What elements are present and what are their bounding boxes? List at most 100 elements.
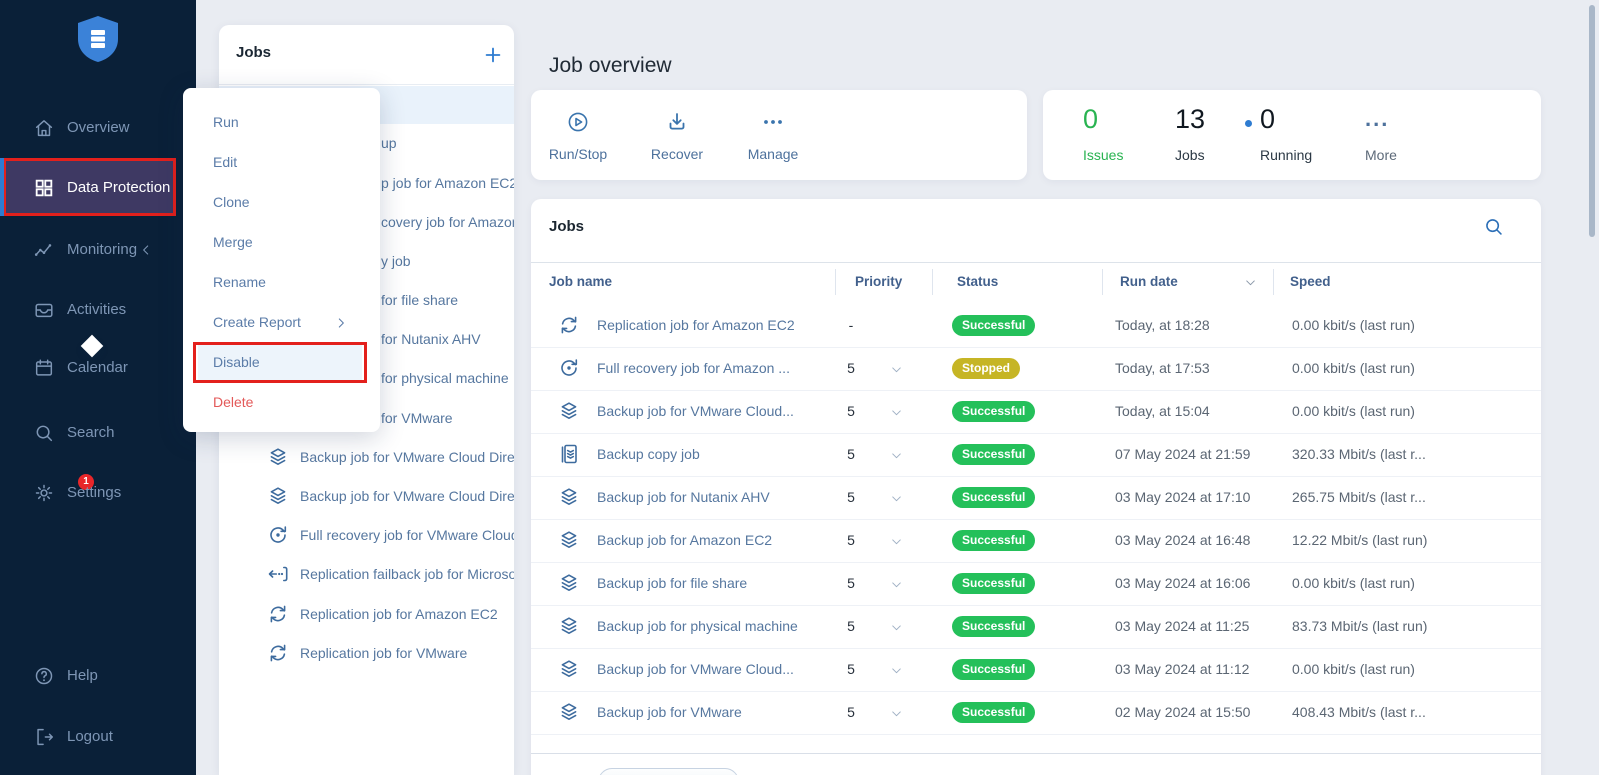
search-icon[interactable] xyxy=(1483,216,1504,237)
table-row-backup-job-for-physical-machine[interactable]: Backup job for physical machine5Successf… xyxy=(531,605,1541,649)
job-list-item-backup-job-for-vmware-cloud-direc[interactable]: Backup job for VMware Cloud Direc xyxy=(219,477,514,516)
column-header-run-date[interactable]: Run date xyxy=(1120,274,1178,289)
replication-icon xyxy=(557,313,581,337)
menu-item-rename[interactable]: Rename xyxy=(183,263,380,303)
calendar-icon xyxy=(33,357,55,379)
priority-dropdown-chevron-icon[interactable] xyxy=(889,577,904,592)
sidebar: Overview Data Protection Monitoring Activit… xyxy=(0,0,196,775)
priority-dropdown-chevron-icon[interactable] xyxy=(889,620,904,635)
priority-dropdown-chevron-icon[interactable] xyxy=(889,534,904,549)
backup-icon xyxy=(266,445,290,469)
priority-dropdown-chevron-icon[interactable] xyxy=(889,491,904,506)
job-list-item-replication-failback-job-for-microsof[interactable]: Replication failback job for Microsof xyxy=(219,555,514,594)
menu-item-edit[interactable]: Edit xyxy=(183,143,380,183)
column-header-priority[interactable]: Priority xyxy=(855,274,902,289)
backup-copy-icon xyxy=(557,442,581,466)
play-circle-icon xyxy=(566,110,590,134)
table-header-divider xyxy=(531,262,1541,263)
priority-value: 5 xyxy=(841,618,861,634)
priority-value: - xyxy=(841,317,861,333)
job-list-item-full-recovery-job-for-vmware-cloud[interactable]: Full recovery job for VMware Cloud xyxy=(219,516,514,555)
table-row-backup-job-for-vmware-cloud[interactable]: Backup job for VMware Cloud...5Successfu… xyxy=(531,390,1541,434)
job-list-item-label: Backup job for VMware Cloud Direc xyxy=(300,449,514,465)
sidebar-item-label: Overview xyxy=(67,119,130,136)
sidebar-item-data-protection[interactable]: Data Protection xyxy=(0,168,196,208)
stat-value: 0 xyxy=(1083,104,1098,135)
sort-chevron-down-icon[interactable] xyxy=(1243,275,1258,290)
jobs-panel-title: Jobs xyxy=(236,44,271,61)
status-badge: Successful xyxy=(952,659,1035,680)
job-list-item-label: Replication job for VMware xyxy=(300,645,467,661)
menu-item-create-report[interactable]: Create Report xyxy=(183,303,380,343)
priority-value: 5 xyxy=(841,661,861,677)
add-job-button[interactable] xyxy=(482,44,504,66)
run-date: 03 May 2024 at 11:12 xyxy=(1115,661,1249,677)
menu-item-run[interactable]: Run xyxy=(183,103,380,143)
vertical-scrollbar[interactable] xyxy=(1589,5,1595,237)
table-row-backup-job-for-vmware[interactable]: Backup job for VMware5Successful02 May 2… xyxy=(531,691,1541,735)
run-date: 03 May 2024 at 16:48 xyxy=(1115,532,1250,548)
priority-dropdown-chevron-icon[interactable] xyxy=(889,663,904,678)
job-list-item-replication-job-for-amazon-ec2[interactable]: Replication job for Amazon EC2 xyxy=(219,595,514,634)
speed: 265.75 Mbit/s (last r... xyxy=(1292,489,1426,505)
menu-item-disable[interactable]: Disable xyxy=(183,343,380,383)
sidebar-item-activities[interactable]: Activities xyxy=(0,290,196,330)
manage-button[interactable]: Manage xyxy=(728,90,818,180)
column-header-job-name[interactable]: Job name xyxy=(549,274,612,289)
sidebar-item-overview[interactable]: Overview xyxy=(0,108,196,148)
recovery-icon xyxy=(266,523,290,547)
sidebar-item-calendar[interactable]: Calendar xyxy=(0,348,196,388)
menu-item-clone[interactable]: Clone xyxy=(183,183,380,223)
menu-item-label: Clone xyxy=(213,194,250,210)
priority-dropdown-chevron-icon[interactable] xyxy=(889,405,904,420)
stat-label: Issues xyxy=(1083,147,1123,163)
run-date: 03 May 2024 at 17:10 xyxy=(1115,489,1250,505)
running-dot xyxy=(1245,120,1252,127)
run-stop-button[interactable]: Run/Stop xyxy=(533,90,623,180)
speed: 0.00 kbit/s (last run) xyxy=(1292,360,1415,376)
sidebar-item-label: Help xyxy=(67,667,98,684)
table-row-replication-job-for-amazon-ec2[interactable]: Replication job for Amazon EC2-Successfu… xyxy=(531,304,1541,348)
sidebar-item-label: Data Protection xyxy=(67,179,170,196)
menu-item-delete[interactable]: Delete xyxy=(183,383,380,423)
sidebar-item-settings[interactable]: 1Settings xyxy=(0,473,196,513)
job-name: Backup job for VMware Cloud... xyxy=(597,403,794,419)
backup-icon xyxy=(557,657,581,681)
download-icon xyxy=(665,110,689,134)
stat-label: Jobs xyxy=(1175,147,1205,163)
priority-dropdown-chevron-icon[interactable] xyxy=(889,706,904,721)
table-row-backup-job-for-vmware-cloud[interactable]: Backup job for VMware Cloud...5Successfu… xyxy=(531,648,1541,692)
job-list-item-replication-job-for-vmware[interactable]: Replication job for VMware xyxy=(219,634,514,673)
table-row-backup-job-for-file-share[interactable]: Backup job for file share5Successful03 M… xyxy=(531,562,1541,606)
sidebar-item-label: Activities xyxy=(67,301,126,318)
priority-dropdown-chevron-icon[interactable] xyxy=(889,362,904,377)
run-date: 03 May 2024 at 11:25 xyxy=(1115,618,1249,634)
table-row-backup-job-for-nutanix-ahv[interactable]: Backup job for Nutanix AHV5Successful03 … xyxy=(531,476,1541,520)
recover-button[interactable]: Recover xyxy=(632,90,722,180)
priority-value: 5 xyxy=(841,575,861,591)
job-list-item-label: Replication job for Amazon EC2 xyxy=(300,606,498,622)
menu-item-label: Disable xyxy=(213,354,260,370)
stat-value: ... xyxy=(1365,106,1389,132)
column-header-speed[interactable]: Speed xyxy=(1290,274,1331,289)
panel-divider xyxy=(219,84,514,85)
priority-value: 5 xyxy=(841,403,861,419)
run-date: 03 May 2024 at 16:06 xyxy=(1115,575,1250,591)
sidebar-item-help[interactable]: Help xyxy=(0,656,196,696)
table-row-full-recovery-job-for-amazon[interactable]: Full recovery job for Amazon ...5Stopped… xyxy=(531,347,1541,391)
column-header-status[interactable]: Status xyxy=(957,274,998,289)
sidebar-item-monitoring[interactable]: Monitoring xyxy=(0,230,196,270)
sidebar-item-logout[interactable]: Logout xyxy=(0,717,196,757)
job-stats-card: 0Issues13Jobs0Running...More xyxy=(1043,90,1541,180)
priority-dropdown-chevron-icon[interactable] xyxy=(889,448,904,463)
bottom-partial-button[interactable] xyxy=(598,768,739,775)
job-list-item-backup-job-for-vmware-cloud-direc[interactable]: Backup job for VMware Cloud Direc xyxy=(219,438,514,477)
job-list-item-label: y job xyxy=(381,253,411,269)
sidebar-item-search[interactable]: Search xyxy=(0,413,196,453)
chevron-right-icon xyxy=(333,315,349,331)
table-row-backup-copy-job[interactable]: Backup copy job5Successful07 May 2024 at… xyxy=(531,433,1541,477)
table-row-backup-job-for-amazon-ec2[interactable]: Backup job for Amazon EC25Successful03 M… xyxy=(531,519,1541,563)
menu-item-merge[interactable]: Merge xyxy=(183,223,380,263)
run-date: Today, at 18:28 xyxy=(1115,317,1210,333)
jobs-table-card: Jobs Job namePriorityStatusRun dateSpeed… xyxy=(531,199,1541,775)
